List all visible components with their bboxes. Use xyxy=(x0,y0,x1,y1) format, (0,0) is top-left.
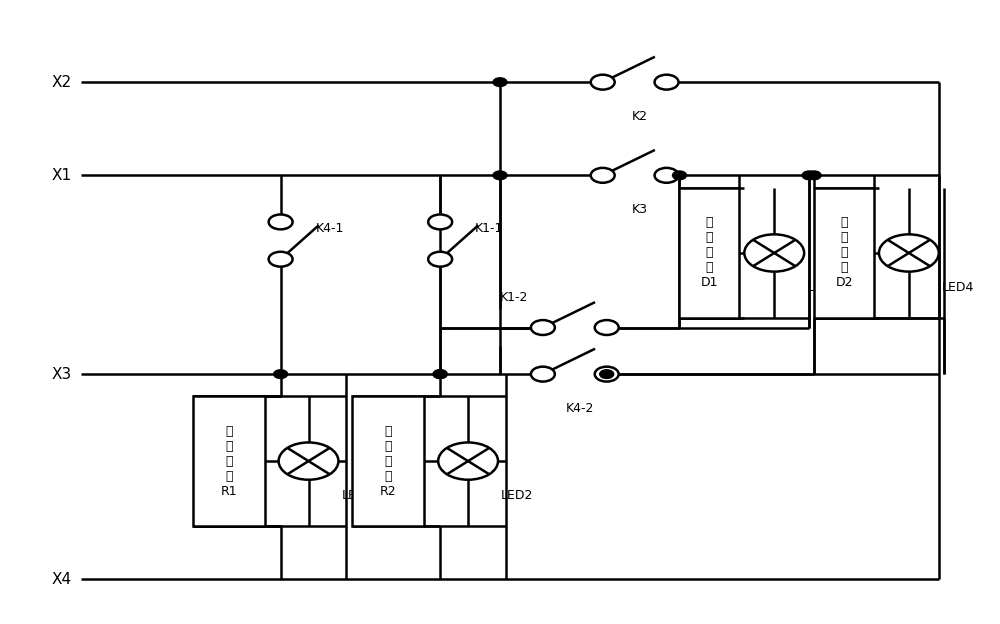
Text: X4: X4 xyxy=(51,572,71,587)
Text: 负
载
单
元
R2: 负 载 单 元 R2 xyxy=(380,424,397,497)
Circle shape xyxy=(493,78,507,87)
Text: LED4: LED4 xyxy=(942,281,974,294)
Circle shape xyxy=(269,251,293,266)
Circle shape xyxy=(438,442,498,480)
Text: K4-1: K4-1 xyxy=(316,222,344,235)
Circle shape xyxy=(879,235,939,271)
Circle shape xyxy=(673,171,686,180)
Circle shape xyxy=(531,367,555,382)
Circle shape xyxy=(600,370,614,379)
Circle shape xyxy=(655,75,679,90)
Bar xyxy=(352,396,424,526)
Circle shape xyxy=(279,442,338,480)
Circle shape xyxy=(744,235,804,271)
Text: 导
通
单
元
D2: 导 通 单 元 D2 xyxy=(835,217,853,290)
Text: 导
通
单
元
D1: 导 通 单 元 D1 xyxy=(701,217,718,290)
Circle shape xyxy=(433,370,447,379)
Circle shape xyxy=(531,320,555,335)
Text: K1-2: K1-2 xyxy=(500,291,528,304)
Circle shape xyxy=(655,168,679,183)
Text: 负
载
单
元
R1: 负 载 单 元 R1 xyxy=(220,424,237,497)
Text: K3: K3 xyxy=(632,203,648,217)
Text: X2: X2 xyxy=(51,75,71,90)
Text: LED2: LED2 xyxy=(501,489,533,502)
Bar xyxy=(814,188,874,318)
Circle shape xyxy=(274,370,288,379)
Circle shape xyxy=(269,215,293,230)
Circle shape xyxy=(807,171,821,180)
Text: K4-2: K4-2 xyxy=(566,402,594,415)
Text: X3: X3 xyxy=(51,367,72,382)
Circle shape xyxy=(595,367,619,382)
Circle shape xyxy=(493,171,507,180)
Circle shape xyxy=(591,168,615,183)
Bar xyxy=(193,396,265,526)
Text: X1: X1 xyxy=(51,168,71,183)
Circle shape xyxy=(428,251,452,266)
Circle shape xyxy=(595,320,619,335)
Circle shape xyxy=(428,215,452,230)
Circle shape xyxy=(591,75,615,90)
Text: LED1: LED1 xyxy=(341,489,374,502)
Circle shape xyxy=(433,370,447,379)
Bar xyxy=(679,188,739,318)
Text: K1-1: K1-1 xyxy=(475,222,503,235)
Text: LED3: LED3 xyxy=(807,281,840,294)
Circle shape xyxy=(802,171,816,180)
Text: K2: K2 xyxy=(632,110,648,123)
